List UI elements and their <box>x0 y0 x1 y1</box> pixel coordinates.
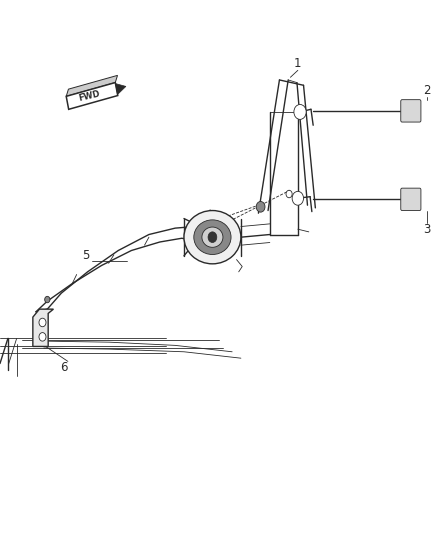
Text: 4: 4 <box>195 223 203 236</box>
Ellipse shape <box>202 227 223 247</box>
Ellipse shape <box>194 220 231 255</box>
Polygon shape <box>66 75 117 96</box>
Circle shape <box>256 201 265 212</box>
Circle shape <box>294 104 306 119</box>
Text: 1: 1 <box>294 58 302 70</box>
Circle shape <box>39 318 46 327</box>
Circle shape <box>45 296 50 303</box>
Circle shape <box>39 333 46 341</box>
Polygon shape <box>33 309 53 346</box>
Circle shape <box>292 191 304 205</box>
Text: 5: 5 <box>82 249 89 262</box>
FancyBboxPatch shape <box>401 100 421 122</box>
Text: FWD: FWD <box>78 89 102 103</box>
Text: 6: 6 <box>60 361 67 374</box>
Polygon shape <box>66 83 118 109</box>
Polygon shape <box>116 84 126 94</box>
Text: 3: 3 <box>424 223 431 236</box>
FancyBboxPatch shape <box>401 188 421 211</box>
Circle shape <box>208 232 217 243</box>
Text: 2: 2 <box>423 84 431 97</box>
Ellipse shape <box>184 211 241 264</box>
Circle shape <box>286 190 292 198</box>
